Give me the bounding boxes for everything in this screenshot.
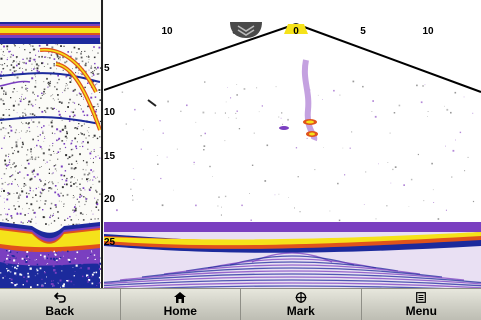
home-button[interactable]: Home xyxy=(121,289,241,320)
depth-tick: 10 xyxy=(104,107,116,118)
depth-tick: 5 xyxy=(104,63,110,74)
back-button[interactable]: Back xyxy=(0,289,121,320)
waypoint-crosshair-icon xyxy=(295,291,307,304)
collapse-chevron-icon[interactable] xyxy=(228,22,264,40)
range-tick: 0 xyxy=(293,26,299,37)
depth-tick: 15 xyxy=(104,151,116,162)
mark-label: Mark xyxy=(286,303,315,318)
range-tick: 5 xyxy=(360,26,366,37)
range-tick: 10 xyxy=(161,26,173,37)
home-label: Home xyxy=(163,303,197,318)
back-arrow-icon xyxy=(53,291,66,304)
sonar-cone-view xyxy=(104,0,481,288)
traditional-sonar-history xyxy=(0,0,104,288)
back-label: Back xyxy=(45,303,75,318)
menu-button[interactable]: Menu xyxy=(362,289,481,320)
range-tick: 10 xyxy=(422,26,434,37)
bottom-toolbar: Back Home Mark Menu xyxy=(0,288,481,320)
mark-button[interactable]: Mark xyxy=(241,289,362,320)
home-icon xyxy=(174,291,187,304)
menu-label: Menu xyxy=(405,303,437,318)
fish-targets xyxy=(147,59,318,142)
depth-tick: 25 xyxy=(104,237,116,248)
menu-list-icon xyxy=(416,291,427,304)
depth-tick: 20 xyxy=(104,194,116,205)
